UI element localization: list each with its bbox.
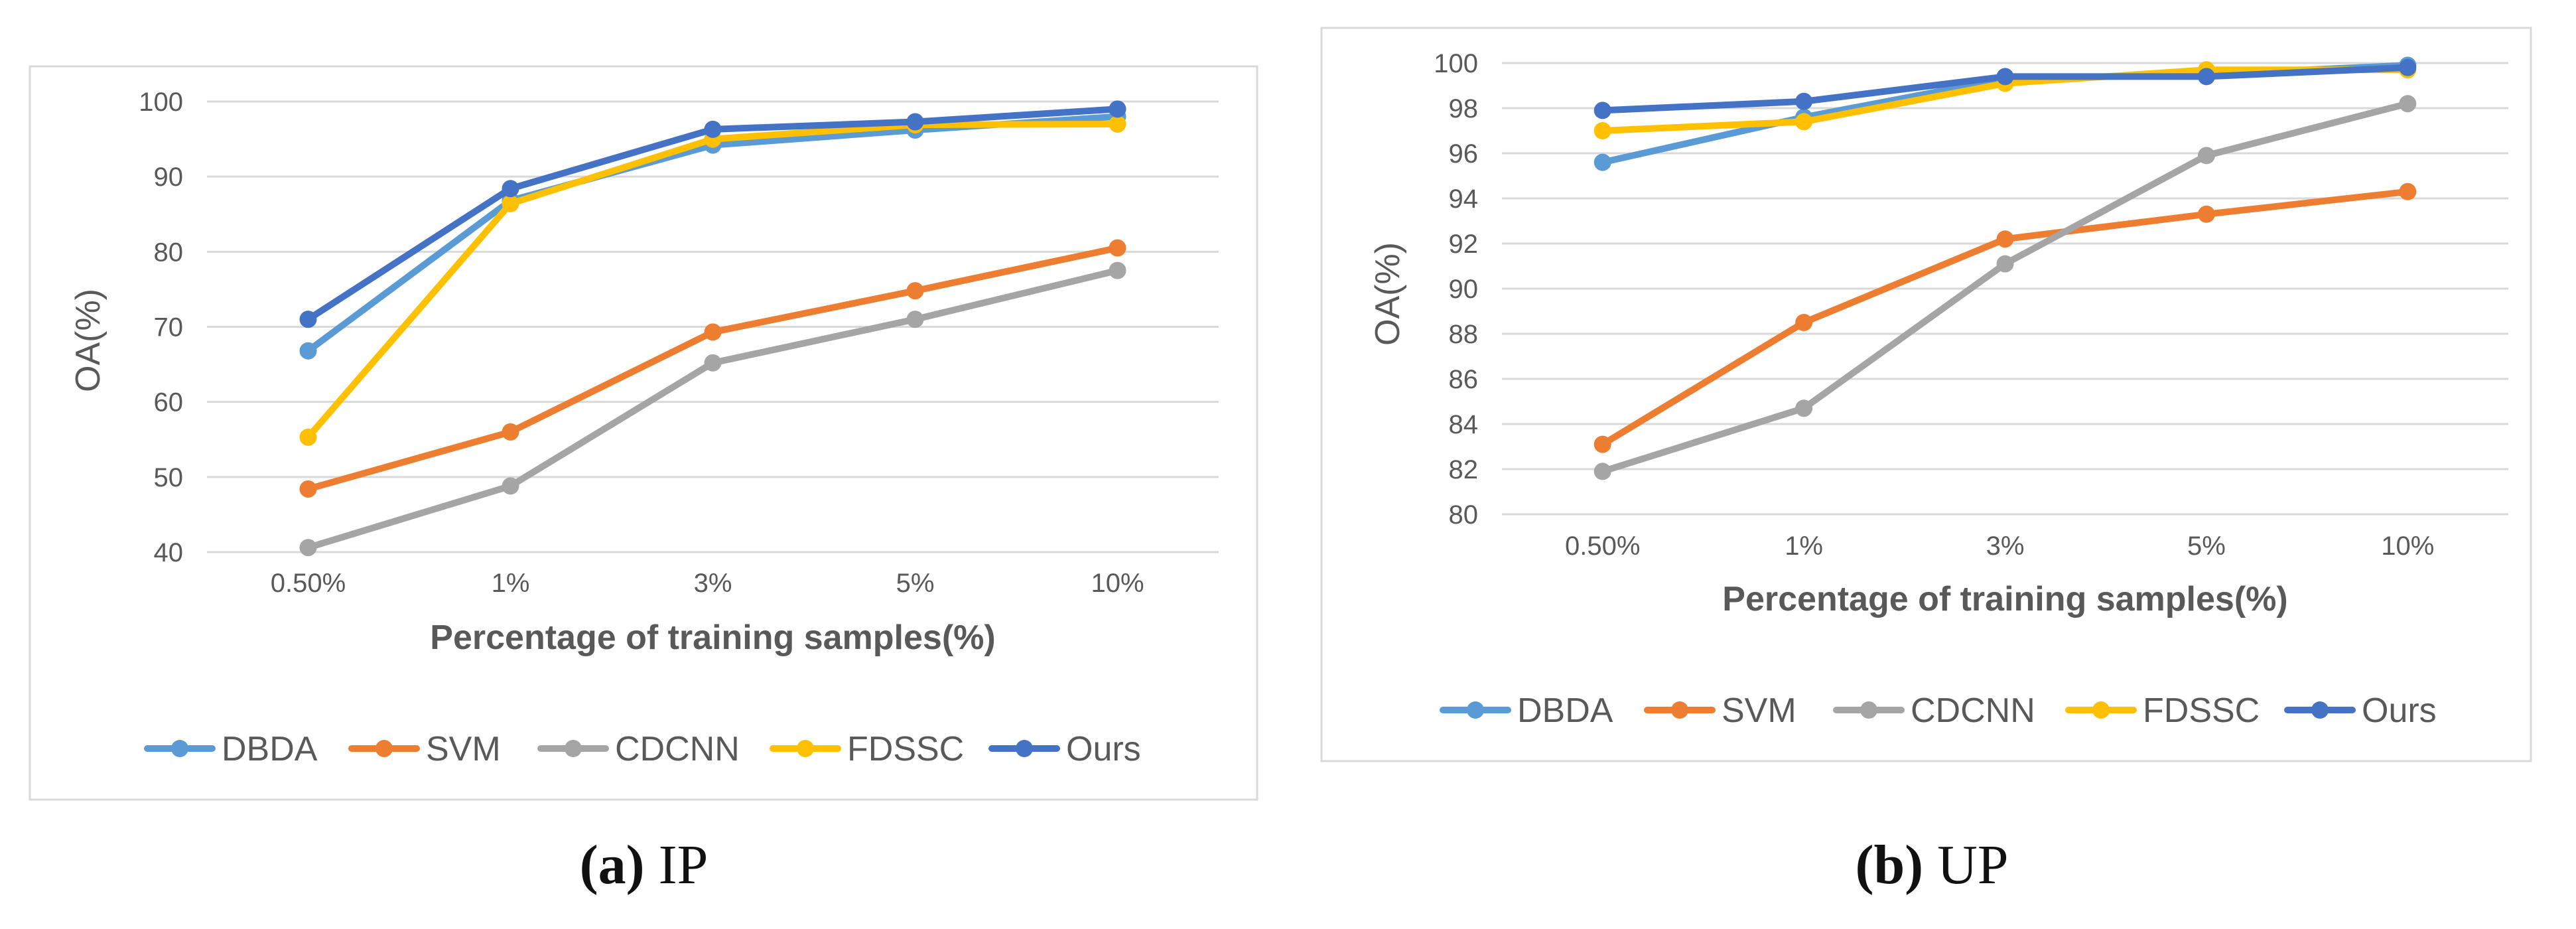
up-point-svm bbox=[1996, 230, 2014, 248]
ip-legend-label-dbda: DBDA bbox=[222, 730, 318, 768]
up-legend-marker-dbda bbox=[1467, 701, 1484, 719]
ip-legend-label-fdssc: FDSSC bbox=[847, 730, 964, 768]
caption-ip: (a) IP bbox=[0, 833, 1288, 897]
ip-legend-marker-cdcnn bbox=[565, 740, 582, 757]
up-legend-label-fdssc: FDSSC bbox=[2143, 691, 2260, 730]
up-y-tick-label: 100 bbox=[1434, 49, 1478, 78]
ip-point-svm bbox=[906, 282, 924, 300]
ip-point-ours bbox=[502, 180, 519, 198]
up-y-tick-label: 98 bbox=[1449, 94, 1479, 123]
ip-y-tick-label: 60 bbox=[154, 388, 184, 417]
up-point-svm bbox=[2399, 182, 2417, 200]
caption-up-letter: (b) bbox=[1855, 834, 1924, 896]
up-x-tick-label: 10% bbox=[2381, 532, 2434, 561]
up-point-cdcnn bbox=[2197, 147, 2215, 165]
up-legend-marker-fdssc bbox=[2092, 701, 2110, 719]
up-point-ours bbox=[2197, 68, 2215, 86]
ip-x-tick-label: 0.50% bbox=[271, 569, 346, 598]
up-point-ours bbox=[1593, 102, 1611, 119]
up-y-tick-label: 82 bbox=[1449, 455, 1479, 484]
up-y-tick-label: 80 bbox=[1449, 500, 1479, 530]
up-legend-label-ours: Ours bbox=[2362, 691, 2437, 730]
up-y-axis-title: OA(%) bbox=[1369, 242, 1407, 346]
ip-x-tick-label: 10% bbox=[1091, 569, 1144, 598]
up-y-tick-label: 90 bbox=[1449, 275, 1479, 304]
up-point-ours bbox=[2399, 58, 2417, 76]
ip-y-tick-label: 70 bbox=[154, 313, 184, 342]
up-point-cdcnn bbox=[1593, 463, 1611, 480]
ip-point-svm bbox=[1109, 239, 1126, 257]
ip-legend-marker-dbda bbox=[171, 740, 188, 757]
ip-legend-marker-fdssc bbox=[797, 740, 814, 757]
ip-point-svm bbox=[502, 423, 519, 441]
ip-legend-label-cdcnn: CDCNN bbox=[615, 730, 740, 768]
chart-up: 80 82 84 86 88 90 92 94 96 98 100 0.50% 1% 3% 5% 10% Per… bbox=[1320, 27, 2532, 762]
ip-point-ours bbox=[1109, 100, 1126, 118]
ip-y-tick-label: 100 bbox=[139, 88, 183, 117]
ip-point-dbda bbox=[299, 342, 317, 360]
chart-ip: 40 50 60 70 80 90 100 0.50% 1% 3% 5% 10% Percentage … bbox=[29, 65, 1258, 801]
ip-legend-label-svm: SVM bbox=[426, 730, 501, 768]
ip-x-tick-label: 5% bbox=[896, 569, 935, 598]
ip-chart-frame bbox=[29, 65, 1258, 801]
up-x-tick-label: 5% bbox=[2187, 532, 2226, 561]
up-point-cdcnn bbox=[1795, 399, 1813, 417]
up-point-fdssc bbox=[1593, 122, 1611, 139]
up-y-tick-label: 88 bbox=[1449, 320, 1479, 349]
ip-point-cdcnn bbox=[906, 311, 924, 328]
up-y-tick-label: 94 bbox=[1449, 184, 1479, 214]
caption-up: (b) UP bbox=[1288, 833, 2576, 897]
ip-y-tick-label: 40 bbox=[154, 538, 184, 567]
up-point-svm bbox=[1795, 314, 1813, 331]
up-point-dbda bbox=[1593, 153, 1611, 171]
ip-x-tick-label: 3% bbox=[694, 569, 732, 598]
ip-legend-marker-ours bbox=[1016, 740, 1033, 757]
ip-point-cdcnn bbox=[299, 539, 317, 557]
ip-point-svm bbox=[299, 480, 317, 498]
ip-x-tick-label: 1% bbox=[492, 569, 530, 598]
ip-point-ours bbox=[906, 113, 924, 131]
up-legend-label-cdcnn: CDCNN bbox=[1911, 691, 2035, 730]
ip-point-fdssc bbox=[1109, 115, 1126, 133]
up-legend-label-svm: SVM bbox=[1722, 691, 1796, 730]
ip-legend-label-ours: Ours bbox=[1066, 730, 1141, 768]
up-chart-frame bbox=[1320, 27, 2532, 762]
ip-point-svm bbox=[704, 323, 722, 341]
up-point-ours bbox=[1795, 92, 1813, 110]
ip-y-tick-label: 50 bbox=[154, 463, 184, 492]
up-point-ours bbox=[1996, 68, 2014, 86]
up-x-tick-label: 0.50% bbox=[1565, 532, 1640, 561]
up-point-svm bbox=[1593, 435, 1611, 453]
ip-point-cdcnn bbox=[1109, 261, 1126, 279]
up-legend-marker-cdcnn bbox=[1860, 701, 1877, 719]
ip-y-axis-title: OA(%) bbox=[69, 289, 107, 392]
ip-x-axis-title: Percentage of training samples(%) bbox=[430, 618, 995, 657]
up-point-fdssc bbox=[1795, 113, 1813, 131]
up-legend-marker-svm bbox=[1671, 701, 1688, 719]
ip-y-tick-label: 80 bbox=[154, 238, 184, 267]
ip-legend-marker-svm bbox=[375, 740, 393, 757]
ip-point-ours bbox=[704, 120, 722, 138]
ip-y-tick-label: 90 bbox=[154, 163, 184, 192]
up-x-axis-title: Percentage of training samples(%) bbox=[1722, 580, 2287, 618]
caption-up-text: UP bbox=[1923, 834, 2009, 896]
ip-point-fdssc bbox=[299, 428, 317, 446]
up-x-tick-label: 3% bbox=[1986, 532, 2025, 561]
up-y-tick-label: 92 bbox=[1449, 230, 1479, 259]
ip-point-ours bbox=[299, 311, 317, 328]
up-y-tick-label: 96 bbox=[1449, 139, 1479, 169]
up-point-cdcnn bbox=[1996, 255, 2014, 273]
ip-point-fdssc bbox=[502, 194, 519, 212]
caption-ip-letter: (a) bbox=[579, 834, 645, 896]
ip-point-cdcnn bbox=[704, 354, 722, 372]
up-y-tick-label: 86 bbox=[1449, 365, 1479, 394]
up-legend-label-dbda: DBDA bbox=[1517, 691, 1613, 730]
up-legend-marker-ours bbox=[2311, 701, 2329, 719]
caption-ip-text: IP bbox=[644, 834, 709, 896]
ip-point-cdcnn bbox=[502, 477, 519, 495]
up-point-cdcnn bbox=[2399, 95, 2417, 113]
up-point-svm bbox=[2197, 205, 2215, 223]
up-y-tick-label: 84 bbox=[1449, 410, 1479, 439]
up-x-tick-label: 1% bbox=[1785, 532, 1823, 561]
